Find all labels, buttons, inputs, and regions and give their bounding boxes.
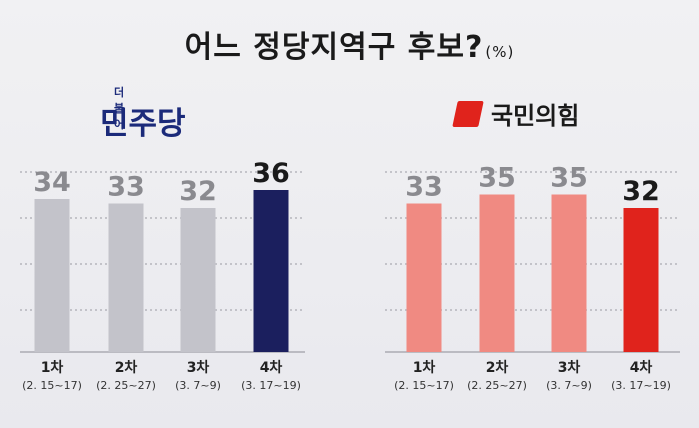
bar	[34, 199, 70, 352]
chart-title: 어느 정당지역구 후보? (%)	[0, 22, 699, 66]
category-label: 2차	[486, 360, 509, 376]
category-label: 3차	[187, 360, 210, 376]
date-label: (3. 7~9)	[175, 379, 221, 392]
party-logo-text: 민주당	[100, 106, 186, 142]
date-label: (2. 25~27)	[96, 379, 156, 392]
party-logo-text: 국민의힘	[491, 102, 580, 130]
date-label: (2. 15~17)	[22, 379, 82, 392]
category-label: 3차	[558, 360, 581, 376]
peoples-power-party-logo: 국민의힘	[452, 96, 580, 131]
bar	[180, 208, 216, 352]
bar	[479, 194, 515, 352]
date-label: (2. 25~27)	[467, 379, 527, 392]
title-text: 어느 정당지역구 후보?	[184, 30, 484, 65]
bar	[551, 194, 587, 352]
category-label: 2차	[115, 360, 138, 376]
date-label: (3. 17~19)	[611, 379, 671, 392]
bar	[406, 203, 442, 352]
title-unit: (%)	[485, 43, 515, 61]
category-label: 1차	[41, 360, 64, 376]
bar-value-label: 35	[478, 163, 516, 194]
category-label: 4차	[260, 360, 283, 376]
bar	[253, 190, 289, 352]
bar-value-label: 32	[179, 176, 217, 207]
bar	[108, 203, 144, 352]
bar-value-label: 33	[107, 172, 145, 203]
category-label: 1차	[413, 360, 436, 376]
date-label: (3. 17~19)	[241, 379, 301, 392]
date-label: (2. 15~17)	[394, 379, 454, 392]
bar-value-label: 32	[622, 176, 660, 207]
bar-value-label: 34	[33, 167, 71, 198]
category-label: 4차	[630, 360, 653, 376]
date-label: (3. 7~9)	[546, 379, 592, 392]
bar-value-label: 35	[550, 163, 588, 194]
bar	[623, 208, 659, 352]
bar-value-label: 36	[252, 158, 290, 189]
bar-value-label: 33	[405, 172, 443, 203]
party-logo-top-text: 더불어	[114, 86, 125, 131]
